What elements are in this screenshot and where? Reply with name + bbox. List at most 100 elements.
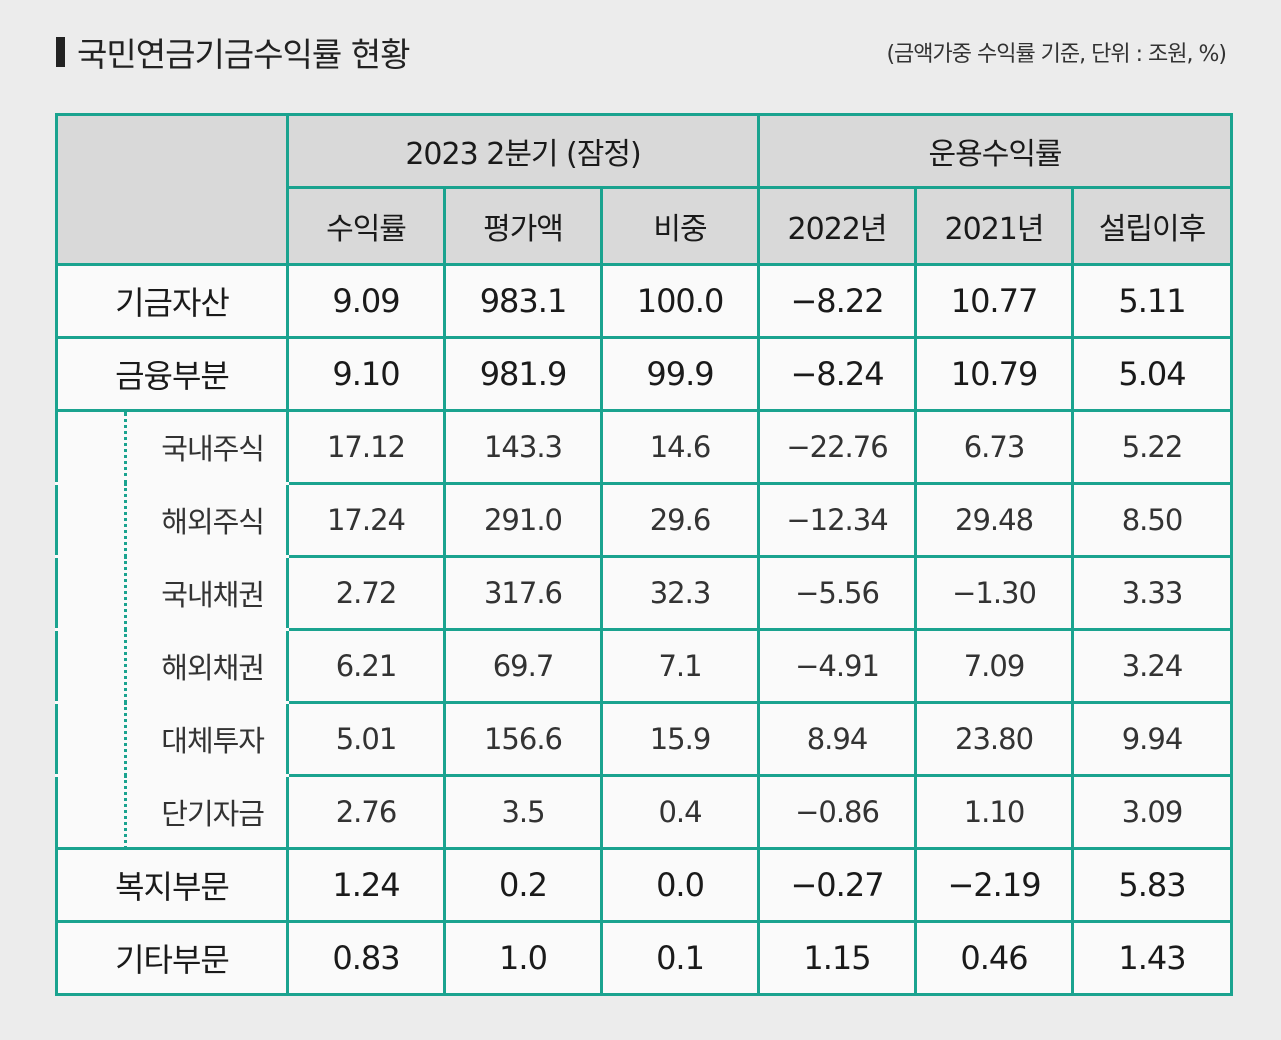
- cell: 5.11: [1071, 263, 1234, 339]
- cell: 0.0: [599, 847, 761, 923]
- cell: 1.24: [286, 847, 446, 923]
- cell: 17.12: [286, 409, 446, 485]
- row-label: 복지부문: [55, 847, 289, 923]
- tree-connector: [124, 702, 127, 776]
- row-label: 단기자금: [161, 797, 265, 831]
- cell: 8.50: [1071, 482, 1234, 558]
- cell: 5.04: [1071, 336, 1234, 412]
- table-row: 금융부분 9.10 981.9 99.9 −8.24 10.79 5.04: [55, 336, 1234, 412]
- col-header: 평가액: [443, 186, 603, 266]
- cell: −5.56: [757, 555, 918, 631]
- header-row-1: 2023 2분기 (잠정) 운용수익률: [55, 113, 1234, 266]
- cell: 99.9: [599, 336, 761, 412]
- cell: 32.3: [599, 555, 761, 631]
- cell: 7.1: [599, 628, 761, 704]
- row-label: 대체투자: [161, 724, 265, 758]
- cell: 5.01: [286, 701, 446, 777]
- cell: −22.76: [757, 409, 918, 485]
- cell: 29.6: [599, 482, 761, 558]
- table-row: 국내주식 17.12 143.3 14.6 −22.76 6.73 5.22: [55, 409, 1234, 485]
- table-row: 복지부문 1.24 0.2 0.0 −0.27 −2.19 5.83: [55, 847, 1234, 923]
- cell: −8.22: [757, 263, 918, 339]
- table-row: 국내채권 2.72 317.6 32.3 −5.56 −1.30 3.33: [55, 555, 1234, 631]
- row-label: 국내채권: [161, 578, 265, 612]
- cell: −2.19: [914, 847, 1075, 923]
- row-label-cell: 국내채권: [55, 555, 289, 631]
- cell: 3.09: [1071, 774, 1234, 850]
- cell: 981.9: [443, 336, 603, 412]
- cell: −1.30: [914, 555, 1075, 631]
- cell: 156.6: [443, 701, 603, 777]
- cell: 291.0: [443, 482, 603, 558]
- cell: 23.80: [914, 701, 1075, 777]
- cell: 2.72: [286, 555, 446, 631]
- cell: 8.94: [757, 701, 918, 777]
- cell: 5.22: [1071, 409, 1234, 485]
- page-title: 국민연금기금수익률 현황: [77, 35, 410, 74]
- cell: 14.6: [599, 409, 761, 485]
- row-label-cell: 단기자금: [55, 774, 289, 850]
- cell: 1.43: [1071, 920, 1234, 996]
- cell: 1.0: [443, 920, 603, 996]
- header-group-2023q2: 2023 2분기 (잠정): [285, 113, 761, 189]
- header-row-2: 수익률 평가액 비중 2022년 2021년 설립이후: [57, 186, 1234, 266]
- cell: 3.5: [443, 774, 603, 850]
- cell: 1.10: [914, 774, 1075, 850]
- cell: 17.24: [286, 482, 446, 558]
- cell: 10.77: [914, 263, 1075, 339]
- col-header: 수익률: [286, 186, 446, 266]
- table-row: 해외주식 17.24 291.0 29.6 −12.34 29.48 8.50: [55, 482, 1234, 558]
- row-label: 해외채권: [161, 651, 265, 685]
- cell: 6.21: [286, 628, 446, 704]
- cell: 3.33: [1071, 555, 1234, 631]
- cell: 5.83: [1071, 847, 1234, 923]
- cell: 0.2: [443, 847, 603, 923]
- cell: 983.1: [443, 263, 603, 339]
- cell: 0.83: [286, 920, 446, 996]
- header-group-returns: 운용수익률: [757, 113, 1234, 189]
- page-title-block: 국민연금기금수익률 현황: [56, 28, 410, 76]
- header-corner: [55, 113, 289, 266]
- col-header: 2022년: [757, 186, 918, 266]
- row-label-cell: 해외주식: [55, 482, 289, 558]
- tree-connector: [124, 775, 127, 849]
- cell: 29.48: [914, 482, 1075, 558]
- table-row: 단기자금 2.76 3.5 0.4 −0.86 1.10 3.09: [55, 774, 1234, 850]
- cell: 317.6: [443, 555, 603, 631]
- tree-connector: [124, 629, 127, 703]
- row-label-cell: 해외채권: [55, 628, 289, 704]
- cell: −8.24: [757, 336, 918, 412]
- row-label-cell: 대체투자: [55, 701, 289, 777]
- cell: −4.91: [757, 628, 918, 704]
- cell: 1.15: [757, 920, 918, 996]
- cell: 143.3: [443, 409, 603, 485]
- unit-note: (금액가중 수익률 기준, 단위 : 조원, %): [886, 42, 1227, 67]
- table-row: 해외채권 6.21 69.7 7.1 −4.91 7.09 3.24: [55, 628, 1234, 704]
- cell: −12.34: [757, 482, 918, 558]
- cell: 0.1: [599, 920, 761, 996]
- cell: 3.24: [1071, 628, 1234, 704]
- cell: 10.79: [914, 336, 1075, 412]
- row-label: 금융부분: [55, 336, 289, 412]
- table-row: 대체투자 5.01 156.6 15.9 8.94 23.80 9.94: [55, 701, 1234, 777]
- cell: −0.86: [757, 774, 918, 850]
- cell: 7.09: [914, 628, 1075, 704]
- table-row: 기금자산 9.09 983.1 100.0 −8.22 10.77 5.11: [55, 263, 1234, 339]
- cell: 2.76: [286, 774, 446, 850]
- row-label: 기금자산: [55, 263, 289, 339]
- cell: 9.09: [286, 263, 446, 339]
- row-label: 국내주식: [161, 432, 265, 466]
- cell: −0.27: [757, 847, 918, 923]
- table-row: 기타부문 0.83 1.0 0.1 1.15 0.46 1.43: [55, 920, 1234, 996]
- title-marker: [56, 37, 65, 67]
- cell: 9.10: [286, 336, 446, 412]
- tree-connector: [124, 483, 127, 557]
- tree-connector: [124, 556, 127, 630]
- col-header: 2021년: [914, 186, 1075, 266]
- col-header: 비중: [599, 186, 761, 266]
- returns-table: 2023 2분기 (잠정) 운용수익률 수익률 평가액 비중 2022년 202…: [55, 113, 1234, 996]
- col-header: 설립이후: [1071, 186, 1234, 266]
- tree-connector: [124, 412, 127, 484]
- row-label: 기타부문: [55, 920, 289, 996]
- cell: 9.94: [1071, 701, 1234, 777]
